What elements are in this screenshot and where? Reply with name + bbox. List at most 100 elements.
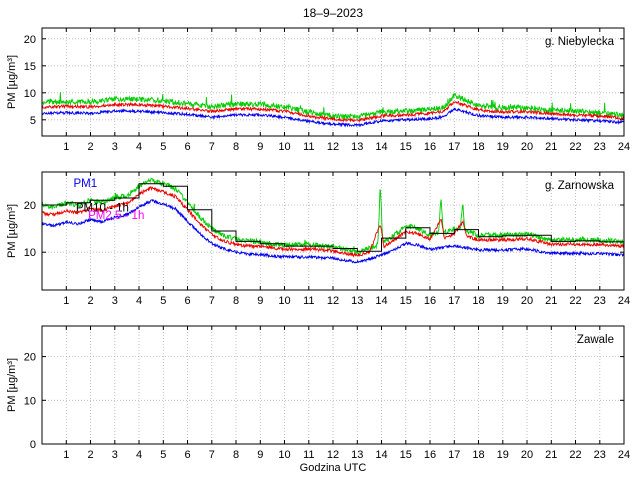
x-tick-label: 7	[209, 449, 215, 461]
x-tick-label: 23	[594, 141, 606, 153]
y-tick-label: 10	[24, 395, 36, 407]
x-tick-label: 2	[87, 141, 93, 153]
y-tick-label: 20	[24, 352, 36, 364]
x-tick-label: 18	[472, 295, 484, 307]
x-tick-label: 2	[87, 449, 93, 461]
x-tick-label: 24	[618, 295, 630, 307]
x-tick-label: 8	[233, 141, 239, 153]
x-tick-label: 22	[569, 295, 581, 307]
series-PM2.5	[42, 100, 624, 123]
x-tick-label: 6	[184, 295, 190, 307]
x-tick-label: 11	[303, 295, 314, 307]
x-tick-label: 10	[278, 449, 290, 461]
x-tick-label: 2	[87, 295, 93, 307]
x-tick-label: 22	[569, 141, 581, 153]
x-tick-label: 22	[569, 449, 581, 461]
legend-text: PM1	[74, 178, 98, 190]
x-tick-label: 15	[400, 295, 412, 307]
panel-label: g. Niebylecka	[545, 36, 615, 48]
x-tick-label: 24	[618, 141, 630, 153]
x-tick-label: 7	[209, 295, 215, 307]
x-tick-label: 20	[521, 141, 533, 153]
x-tick-label: 9	[257, 449, 263, 461]
x-tick-label: 18	[472, 141, 484, 153]
x-tick-label: 6	[184, 449, 190, 461]
x-tick-label: 1	[63, 141, 69, 153]
x-tick-label: 12	[327, 295, 339, 307]
x-tick-label: 13	[351, 449, 363, 461]
x-tick-label: 20	[521, 449, 533, 461]
y-tick-label: 5	[30, 115, 36, 127]
x-tick-label: 13	[351, 295, 363, 307]
x-tick-label: 5	[160, 295, 166, 307]
panel-label: g. Zarnowska	[545, 180, 615, 192]
x-tick-label: 12	[327, 449, 339, 461]
x-tick-label: 23	[594, 295, 606, 307]
y-tick-label: 10	[24, 247, 36, 259]
x-tick-label: 5	[160, 449, 166, 461]
y-tick-label: 10	[24, 88, 36, 100]
x-tick-label: 4	[136, 141, 142, 153]
x-tick-label: 23	[594, 449, 606, 461]
x-tick-label: 11	[303, 141, 314, 153]
x-tick-label: 1	[63, 295, 69, 307]
panel-1: 1 2 3 4 5 6 7 8 9 10 11 12 13 14 15 16 17 18 19 20 21 22 23 241…	[6, 171, 630, 307]
axes-box	[41, 325, 625, 445]
series-PM10 - 1h	[42, 183, 624, 252]
x-tick-label: 16	[424, 141, 436, 153]
series-PM10	[42, 92, 624, 120]
x-tick-label: 19	[497, 295, 509, 307]
x-tick-label: 8	[233, 449, 239, 461]
x-tick-label: 9	[257, 141, 263, 153]
panel-0: 1 2 3 4 5 6 7 8 9 10 11 12 13 14 15 16 17 18 19 20 21 22 23 245…	[6, 27, 630, 153]
x-tick-label: 16	[424, 295, 436, 307]
x-tick-label: 21	[545, 449, 557, 461]
x-tick-label: 6	[184, 141, 190, 153]
x-tick-label: 5	[160, 141, 166, 153]
x-tick-label: 4	[136, 295, 142, 307]
legend-text: PM2.5 - 1h	[88, 210, 144, 222]
y-axis-label: PM [µg/m³]	[6, 358, 18, 412]
x-tick-label: 19	[497, 141, 509, 153]
legend-text: PM10 - 1h	[76, 203, 129, 215]
x-tick-label: 4	[136, 449, 142, 461]
x-tick-label: 17	[448, 295, 460, 307]
y-tick-label: 0	[30, 439, 36, 451]
series-PM1	[42, 198, 624, 264]
x-tick-label: 8	[233, 295, 239, 307]
x-tick-label: 14	[375, 141, 387, 153]
x-tick-label: 7	[209, 141, 215, 153]
x-tick-label: 3	[112, 295, 118, 307]
chart-title: 18–9–2023	[303, 6, 363, 20]
x-tick-label: 13	[351, 141, 363, 153]
x-axis-label: Godzina UTC	[300, 462, 367, 474]
x-tick-label: 20	[521, 295, 533, 307]
x-tick-label: 10	[278, 141, 290, 153]
x-tick-label: 14	[375, 449, 387, 461]
y-tick-label: 20	[24, 200, 36, 212]
panel-2: 1 2 3 4 5 6 7 8 9 10 11 12 13 14 15 16 17 18 19 20 21 22 23 240…	[6, 325, 630, 461]
x-tick-label: 15	[400, 141, 412, 153]
x-tick-label: 21	[545, 141, 557, 153]
x-tick-label: 3	[112, 141, 118, 153]
x-tick-label: 15	[400, 449, 412, 461]
x-tick-label: 10	[278, 295, 290, 307]
x-tick-label: 17	[448, 141, 460, 153]
x-tick-label: 12	[327, 141, 339, 153]
x-tick-label: 1	[63, 449, 69, 461]
y-axis-label: PM [µg/m³]	[6, 204, 18, 258]
y-axis-label: PM [µg/m³]	[6, 55, 18, 109]
x-tick-label: 16	[424, 449, 436, 461]
y-tick-label: 20	[24, 34, 36, 46]
x-tick-label: 21	[545, 295, 557, 307]
x-tick-label: 18	[472, 449, 484, 461]
x-tick-label: 24	[618, 449, 630, 461]
x-tick-label: 14	[375, 295, 387, 307]
x-tick-label: 9	[257, 295, 263, 307]
axes-box	[41, 171, 625, 291]
panel-label: Zawale	[577, 334, 614, 346]
x-tick-label: 17	[448, 449, 460, 461]
series-PM1	[42, 107, 624, 128]
x-tick-label: 11	[303, 449, 314, 461]
